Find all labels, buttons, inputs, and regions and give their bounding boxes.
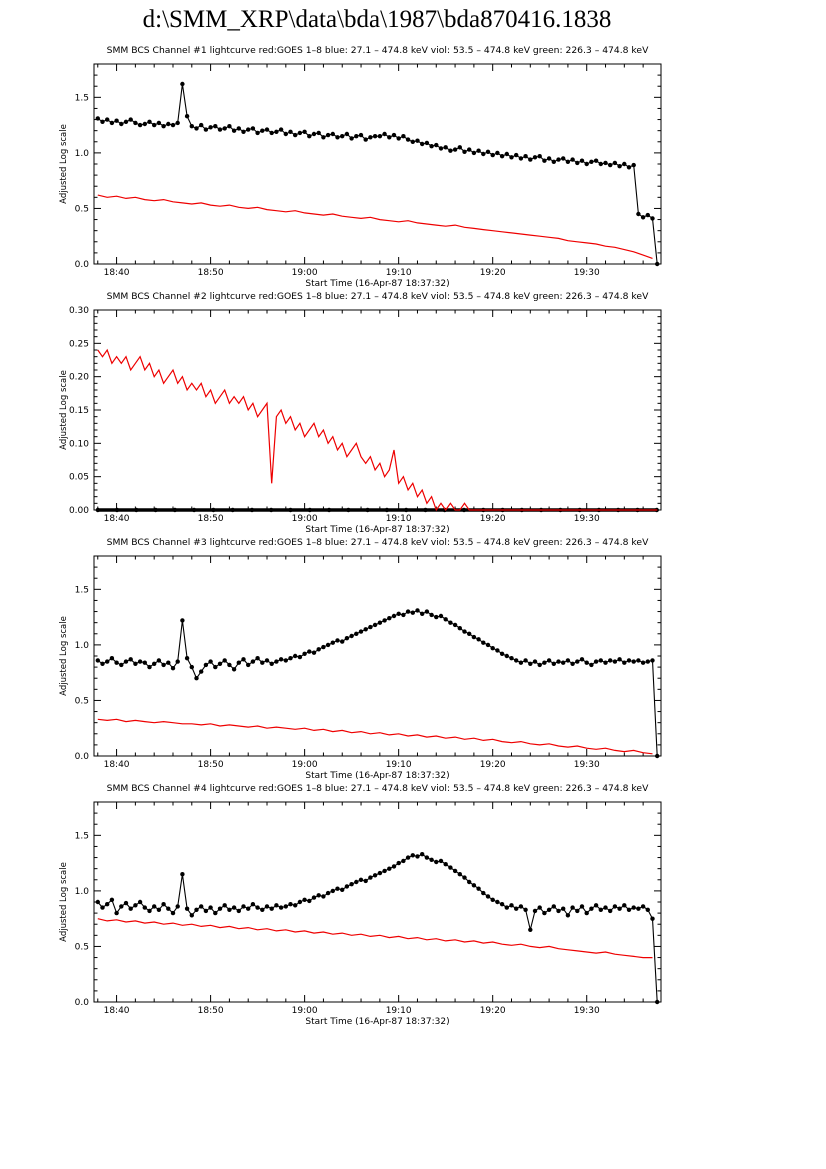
series-line-goes-red — [97, 718, 653, 755]
chart-svg-1: SMM BCS Channel #1 lightcurve red:GOES 1… — [59, 45, 662, 288]
y-tick-label: 0.30 — [69, 306, 89, 316]
y-tick-label: 0.20 — [69, 373, 89, 383]
x-tick-label: 18:50 — [198, 514, 224, 524]
x-tick-label: 18:50 — [198, 760, 224, 770]
series-bcs-counts-black — [95, 81, 660, 267]
series-bcs-counts-black — [95, 852, 660, 1005]
series-line-bcs-counts-black — [97, 83, 658, 265]
y-tick-label: 0.5 — [75, 942, 89, 952]
y-tick-label: 1.5 — [75, 93, 89, 103]
x-tick-label: 19:00 — [292, 760, 318, 770]
y-axis-label: Adjusted Log scale — [59, 862, 69, 942]
plot-frame — [93, 309, 662, 511]
x-tick-label: 19:20 — [480, 514, 506, 524]
y-tick-label: 0.5 — [75, 696, 89, 706]
charts-container: SMM BCS Channel #1 lightcurve red:GOES 1… — [8, 42, 680, 1026]
chart-panel-2: SMM BCS Channel #2 lightcurve red:GOES 1… — [8, 288, 680, 534]
x-tick-label: 19:30 — [574, 268, 600, 278]
plot-frame — [93, 801, 662, 1003]
y-tick-label: 0.0 — [75, 260, 90, 270]
page-title: d:\SMM_XRP\data\bda\1987\bda870416.1838 — [142, 6, 612, 33]
chart-svg-4: SMM BCS Channel #4 lightcurve red:GOES 1… — [59, 783, 662, 1026]
x-axis-label: Start Time (16-Apr-87 18:37:32) — [305, 525, 449, 534]
y-tick-label: 1.5 — [75, 831, 89, 841]
x-tick-label: 19:30 — [574, 1006, 600, 1016]
y-axis-label: Adjusted Log scale — [59, 124, 69, 204]
chart-title: SMM BCS Channel #2 lightcurve red:GOES 1… — [107, 291, 649, 302]
y-tick-label: 1.5 — [75, 585, 89, 595]
y-tick-label: 0.25 — [69, 339, 89, 349]
chart-panel-4: SMM BCS Channel #4 lightcurve red:GOES 1… — [8, 780, 680, 1026]
x-tick-label: 18:40 — [104, 514, 130, 524]
axis-ticks — [94, 555, 661, 757]
y-tick-label: 1.0 — [75, 641, 90, 651]
x-tick-label: 18:50 — [198, 1006, 224, 1016]
chart-panel-1: SMM BCS Channel #1 lightcurve red:GOES 1… — [8, 42, 680, 288]
x-tick-label: 18:40 — [104, 268, 130, 278]
x-tick-label: 19:20 — [480, 1006, 506, 1016]
x-tick-label: 19:30 — [574, 514, 600, 524]
series-goes-red — [97, 918, 653, 959]
series-line-goes-red — [97, 348, 658, 512]
x-tick-label: 19:10 — [386, 760, 412, 770]
series-goes-red — [97, 194, 653, 259]
y-tick-label: 0.00 — [69, 506, 89, 516]
y-axis-label: Adjusted Log scale — [59, 370, 69, 450]
x-axis-label: Start Time (16-Apr-87 18:37:32) — [305, 279, 449, 288]
x-tick-label: 19:10 — [386, 514, 412, 524]
axis-ticks — [94, 309, 661, 511]
x-axis-label: Start Time (16-Apr-87 18:37:32) — [305, 771, 449, 780]
series-bcs-counts-black — [95, 608, 660, 759]
y-tick-label: 1.0 — [75, 887, 90, 897]
y-tick-label: 1.0 — [75, 149, 90, 159]
x-tick-label: 19:10 — [386, 1006, 412, 1016]
y-axis-label: Adjusted Log scale — [59, 616, 69, 696]
series-line-goes-red — [97, 194, 653, 259]
x-tick-label: 18:50 — [198, 268, 224, 278]
x-tick-label: 19:30 — [574, 760, 600, 770]
plot-frame — [93, 555, 662, 757]
chart-svg-2: SMM BCS Channel #2 lightcurve red:GOES 1… — [59, 291, 662, 534]
y-tick-label: 0.15 — [69, 406, 89, 416]
series-goes-red — [97, 348, 658, 512]
axis-ticks — [94, 801, 661, 1003]
chart-panel-3: SMM BCS Channel #3 lightcurve red:GOES 1… — [8, 534, 680, 780]
axis-ticks — [94, 63, 661, 265]
series-line-bcs-counts-black — [97, 853, 658, 1003]
x-tick-label: 18:40 — [104, 760, 130, 770]
x-tick-label: 19:00 — [292, 514, 318, 524]
x-tick-label: 19:00 — [292, 268, 318, 278]
x-tick-label: 19:20 — [480, 760, 506, 770]
y-tick-label: 0.0 — [75, 998, 90, 1008]
y-tick-label: 0.05 — [69, 473, 89, 483]
x-tick-label: 18:40 — [104, 1006, 130, 1016]
y-tick-label: 0.5 — [75, 204, 89, 214]
y-tick-label: 0.10 — [69, 439, 89, 449]
chart-title: SMM BCS Channel #1 lightcurve red:GOES 1… — [107, 45, 649, 56]
x-tick-label: 19:20 — [480, 268, 506, 278]
x-axis-label: Start Time (16-Apr-87 18:37:32) — [305, 1017, 449, 1026]
series-line-bcs-counts-black — [97, 609, 658, 757]
y-tick-label: 0.0 — [75, 752, 90, 762]
series-goes-red — [97, 718, 653, 755]
chart-title: SMM BCS Channel #3 lightcurve red:GOES 1… — [107, 537, 649, 548]
chart-title: SMM BCS Channel #4 lightcurve red:GOES 1… — [107, 783, 649, 794]
chart-svg-3: SMM BCS Channel #3 lightcurve red:GOES 1… — [59, 537, 662, 780]
x-tick-label: 19:00 — [292, 1006, 318, 1016]
x-tick-label: 19:10 — [386, 268, 412, 278]
series-line-goes-red — [97, 918, 653, 959]
